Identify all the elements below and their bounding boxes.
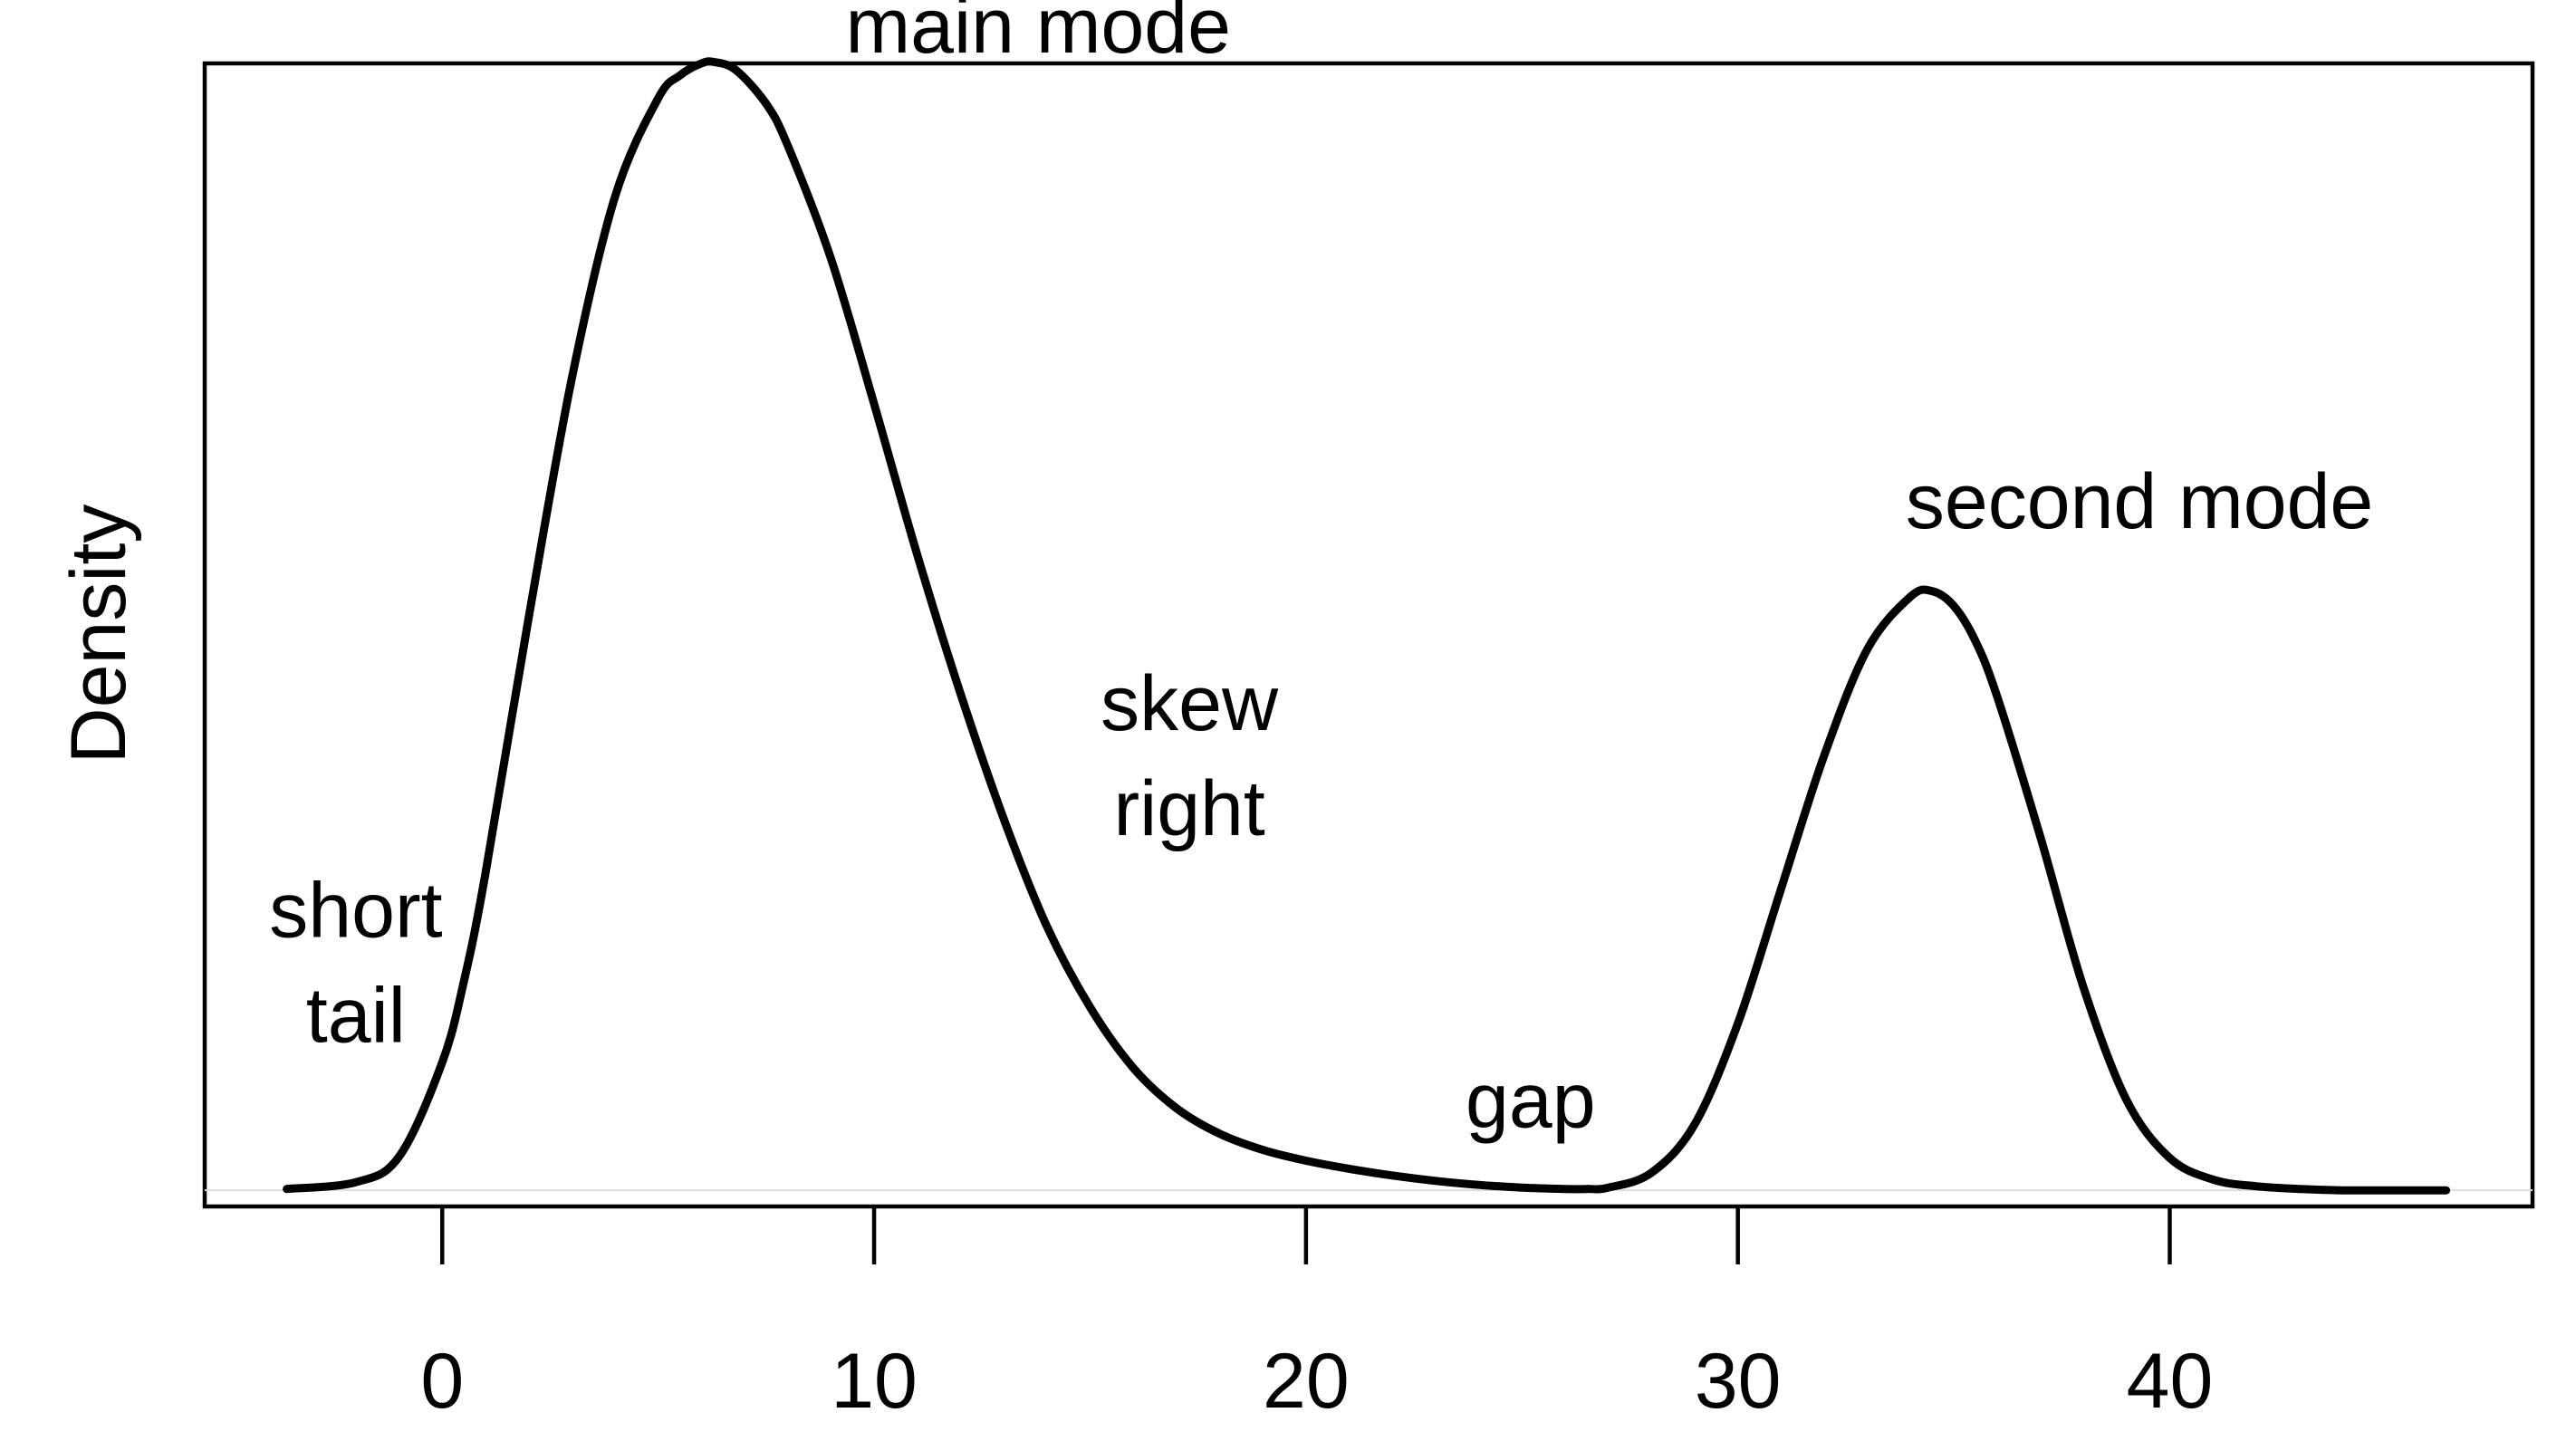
annotation-main-mode: main mode — [846, 0, 1231, 70]
x-tick-label: 10 — [831, 1338, 918, 1425]
density-curve — [283, 57, 2451, 1195]
annotation-gap: gap — [1466, 1057, 1596, 1144]
annotation-skew-right: skew right — [1101, 660, 1279, 852]
x-tick-label: 40 — [2127, 1338, 2214, 1425]
annotation-line: second mode — [1906, 458, 2373, 545]
x-tick-label: 20 — [1263, 1338, 1350, 1425]
annotations: main mode second mode skew right short tail ga… — [269, 0, 2373, 1144]
annotation-short-tail: short tail — [269, 868, 442, 1060]
x-axis: 0 10 20 30 40 — [420, 1206, 2213, 1425]
plot-frame — [202, 61, 2535, 1209]
annotation-line: gap — [1466, 1057, 1596, 1144]
annotation-line: main mode — [846, 0, 1231, 70]
annotation-second-mode: second mode — [1906, 458, 2373, 545]
annotation-line: right — [1113, 765, 1264, 852]
x-tick-label: 0 — [420, 1338, 464, 1425]
y-axis-label: Density — [55, 504, 142, 764]
annotation-line: skew — [1101, 660, 1279, 747]
annotation-line: tail — [306, 973, 406, 1060]
x-tick-label: 30 — [1695, 1338, 1782, 1425]
annotation-line: short — [269, 868, 442, 955]
